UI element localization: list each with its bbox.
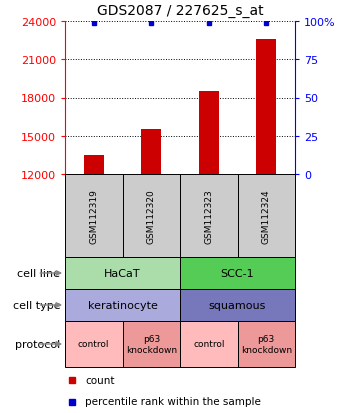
Bar	[65, 175, 122, 257]
Text: p63
knockdown: p63 knockdown	[126, 335, 177, 354]
Text: GSM112319: GSM112319	[89, 189, 98, 243]
Text: squamous: squamous	[209, 300, 266, 310]
Bar	[65, 321, 122, 367]
Bar	[238, 175, 295, 257]
Text: GSM112324: GSM112324	[262, 189, 271, 243]
Bar	[180, 175, 238, 257]
Text: count: count	[85, 375, 115, 385]
Bar	[256, 40, 276, 175]
Bar	[122, 175, 180, 257]
Text: HaCaT: HaCaT	[104, 268, 141, 278]
Text: percentile rank within the sample: percentile rank within the sample	[85, 396, 261, 406]
Bar	[122, 321, 180, 367]
Bar	[180, 257, 295, 289]
Bar	[238, 321, 295, 367]
Bar	[65, 289, 180, 321]
Text: control: control	[78, 339, 109, 349]
Text: cell type: cell type	[13, 300, 61, 310]
Text: SCC-1: SCC-1	[221, 268, 254, 278]
Text: keratinocyte: keratinocyte	[88, 300, 157, 310]
Bar	[199, 92, 219, 175]
Text: protocol: protocol	[15, 339, 61, 349]
Text: p63
knockdown: p63 knockdown	[241, 335, 292, 354]
Text: GSM112323: GSM112323	[204, 189, 213, 243]
Bar	[180, 321, 238, 367]
Text: GSM112320: GSM112320	[147, 189, 156, 243]
Bar	[141, 130, 161, 175]
Title: GDS2087 / 227625_s_at: GDS2087 / 227625_s_at	[97, 4, 263, 18]
Text: cell line: cell line	[17, 268, 61, 278]
Text: control: control	[193, 339, 224, 349]
Bar	[65, 257, 180, 289]
Bar	[180, 289, 295, 321]
Bar	[84, 156, 104, 175]
